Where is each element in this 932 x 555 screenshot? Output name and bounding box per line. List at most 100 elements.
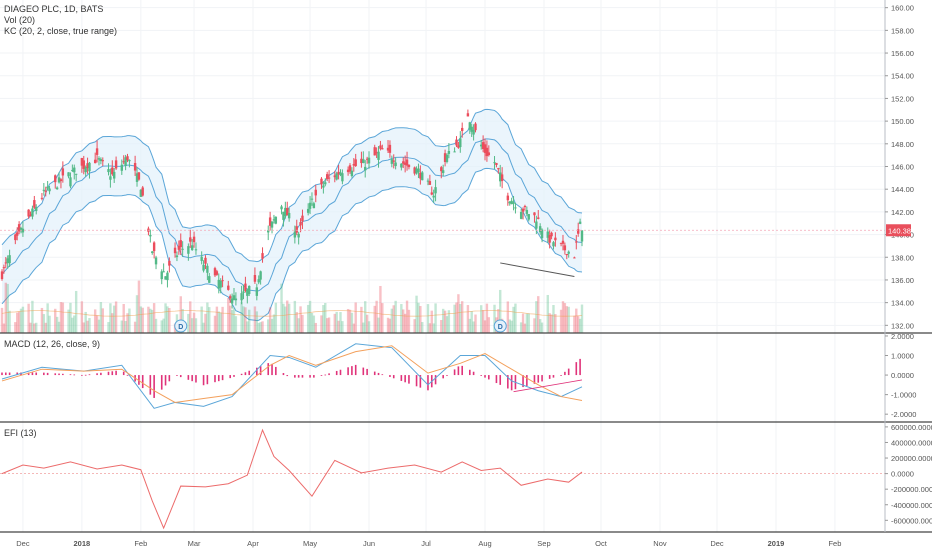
- macd-histogram-bar: [373, 371, 376, 376]
- macd-histogram-bar: [111, 371, 114, 376]
- volume-bar: [485, 303, 489, 333]
- volume-bar: [573, 315, 576, 333]
- candle-body: [8, 255, 11, 264]
- time-axis-label: May: [303, 539, 317, 548]
- macd-histogram-bar: [122, 371, 125, 376]
- volume-bar: [335, 311, 338, 333]
- macd-histogram-bar: [69, 374, 72, 376]
- dividend-marker[interactable]: [493, 319, 507, 333]
- candle-body: [244, 283, 247, 291]
- candle-body: [284, 207, 287, 217]
- candle-body: [392, 160, 395, 162]
- volume-bar: [346, 308, 350, 333]
- macd-histogram-bar: [240, 373, 243, 376]
- volume-bar: [506, 301, 510, 333]
- price-axis-label: 154.00: [891, 72, 914, 81]
- macd-histogram-bar: [389, 375, 391, 377]
- candle-body: [310, 198, 314, 200]
- volume-bar: [234, 316, 238, 333]
- volume-bar: [152, 303, 156, 333]
- volume-bar: [430, 310, 433, 333]
- volume-bar: [33, 323, 36, 333]
- volume-bar: [535, 301, 538, 333]
- candle-body: [109, 176, 112, 180]
- candle-body: [54, 175, 57, 183]
- candle-body: [88, 162, 91, 172]
- volume-bar: [519, 322, 523, 333]
- time-axis-label: Feb: [828, 539, 841, 548]
- volume-bar: [268, 307, 272, 333]
- candle-body: [272, 219, 276, 221]
- candle-body: [293, 231, 297, 238]
- volume-bar: [109, 303, 112, 333]
- candle-body: [514, 207, 517, 209]
- candle-body: [470, 126, 473, 132]
- macd-histogram-bar: [488, 375, 490, 380]
- keltner-upper-line: [1, 108, 583, 263]
- volume-bar: [459, 303, 462, 333]
- candle-body: [73, 167, 76, 173]
- volume-bar: [160, 320, 163, 333]
- volume-bar: [341, 321, 344, 333]
- last-price-tag: [886, 224, 911, 237]
- candle-body: [432, 195, 435, 198]
- candle-body: [546, 231, 549, 238]
- candle-body: [84, 167, 87, 173]
- macd-histogram-bar: [179, 375, 182, 378]
- price-axis-label: 132.00: [891, 321, 914, 330]
- volume-bar: [189, 301, 192, 333]
- candle-body: [29, 214, 32, 216]
- candle-body: [228, 296, 232, 299]
- macd-histogram-bar: [457, 366, 460, 376]
- volume-bar: [576, 316, 580, 333]
- volume-bar: [164, 303, 167, 333]
- macd-histogram-bar: [62, 373, 64, 376]
- volume-bar: [563, 303, 567, 333]
- macd-histogram-bar: [233, 375, 235, 377]
- macd-histogram-bar: [160, 375, 163, 390]
- price-axis-label: 134.00: [891, 299, 914, 308]
- volume-bar: [133, 321, 137, 333]
- dividend-marker[interactable]: [174, 319, 188, 333]
- volume-bar: [59, 302, 63, 333]
- macd-histogram-bar: [499, 375, 502, 385]
- volume-bar: [365, 314, 369, 333]
- volume-bar: [259, 322, 262, 333]
- volume-bar: [445, 316, 449, 333]
- volume-bar: [154, 318, 158, 333]
- macd-histogram-bar: [328, 373, 330, 376]
- candle-body: [270, 221, 274, 228]
- macd-histogram-bar: [115, 370, 117, 376]
- candle-body: [497, 168, 500, 170]
- candle-body: [421, 172, 424, 181]
- volume-bar: [306, 304, 310, 333]
- candle-body: [495, 162, 498, 165]
- volume-bar: [61, 302, 65, 333]
- candle-body: [499, 172, 502, 182]
- volume-bar: [29, 322, 32, 333]
- candle-body: [141, 187, 144, 196]
- candle-body: [255, 287, 259, 296]
- volume-bar: [282, 303, 285, 333]
- candle-body: [0, 271, 4, 280]
- macd-histogram-bar: [217, 375, 220, 382]
- volume-bar: [375, 300, 378, 333]
- volume-bar: [428, 323, 432, 333]
- candle-body: [428, 181, 432, 185]
- candle-body: [82, 160, 85, 169]
- macd-histogram-bar: [339, 369, 342, 376]
- macd-histogram-bar: [282, 373, 285, 376]
- candle-body: [282, 211, 285, 220]
- candle-body: [295, 226, 298, 233]
- candle-body: [208, 276, 211, 283]
- macd-histogram-bar: [259, 366, 262, 376]
- macd-histogram-bar: [392, 375, 395, 379]
- price-axis-label: 150.00: [891, 117, 914, 126]
- volume-bar: [253, 306, 257, 333]
- volume-bar: [350, 312, 354, 333]
- time-axis-label: Mar: [188, 539, 201, 548]
- candle-body: [493, 162, 496, 164]
- volume-bar: [21, 306, 25, 333]
- candle-body: [403, 162, 407, 165]
